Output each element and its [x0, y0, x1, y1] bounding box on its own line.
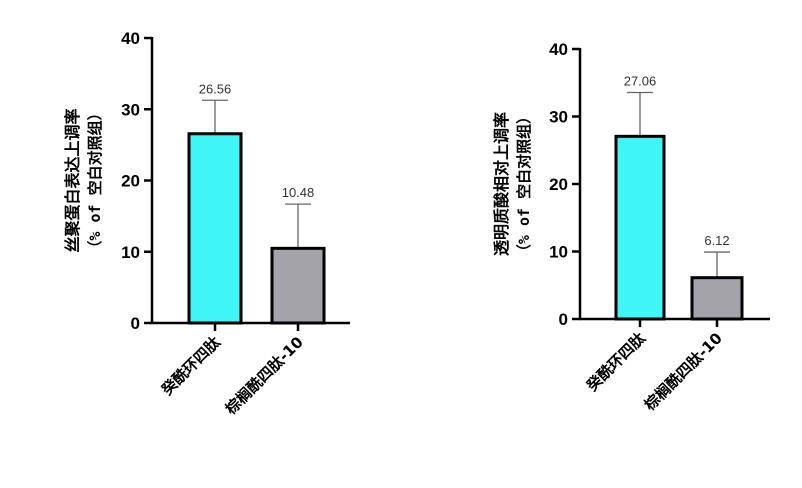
- y-tick-label: 0: [559, 310, 568, 329]
- bar: [690, 276, 744, 321]
- data-label: 27.06: [624, 73, 657, 88]
- data-label: 10.48: [282, 185, 315, 200]
- y-axis-title: 透明质酸相对上调率: [492, 112, 511, 256]
- category-label: 癸酰环四肽: [157, 332, 224, 399]
- y-tick-label: 10: [549, 243, 568, 262]
- bar: [270, 246, 326, 325]
- y-axis-subtitle: （% of 空白对照组）: [86, 105, 104, 255]
- y-tick-label: 30: [121, 100, 140, 119]
- y-tick-label: 20: [121, 172, 140, 191]
- y-tick-label: 40: [121, 29, 140, 48]
- data-label: 26.56: [199, 81, 232, 96]
- y-axis-subtitle: （% of 空白对照组）: [515, 109, 533, 259]
- bar: [187, 132, 243, 325]
- chart-filaggrin: 0 10 20 30 40 26.56 癸酰环四肽 10.48 棕榈酰四肽-10 丝聚蛋白表达上调…: [63, 29, 350, 418]
- y-tick-label: 30: [549, 108, 568, 127]
- y-axis-title: 丝聚蛋白表达上调率: [63, 108, 82, 252]
- y-tick-label: 10: [121, 243, 140, 262]
- y-tick-label: 40: [549, 40, 568, 59]
- y-tick-label: 0: [131, 314, 140, 333]
- category-label: 棕榈酰四肽-10: [641, 329, 726, 414]
- y-tick-label: 20: [549, 175, 568, 194]
- category-label: 棕榈酰四肽-10: [222, 333, 307, 418]
- data-label: 6.12: [704, 233, 729, 248]
- chart-hyaluronic-acid: 0 10 20 30 40 27.06 癸酰环四肽 6.12 棕榈酰四肽-10 透明质酸相对上调率…: [492, 40, 770, 414]
- category-label: 癸酰环四肽: [582, 328, 649, 395]
- bar: [614, 134, 666, 321]
